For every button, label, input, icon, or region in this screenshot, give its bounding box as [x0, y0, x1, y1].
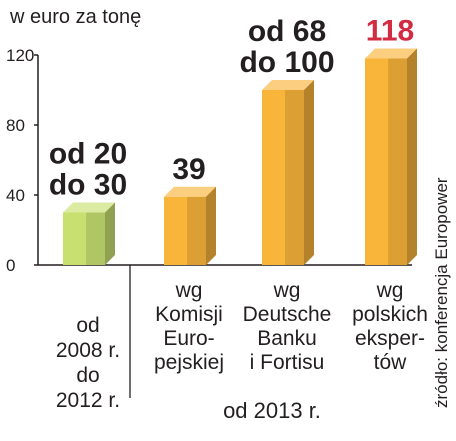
group-label: od 2013 r. — [223, 398, 321, 423]
y-tick-label: 0 — [6, 256, 15, 275]
bar-side — [86, 212, 105, 265]
y-tick-label: 80 — [6, 116, 25, 135]
category-label: tów — [374, 351, 408, 374]
bar-value-label: od 68 — [248, 15, 326, 48]
bar — [63, 202, 115, 265]
bar-side — [388, 58, 407, 265]
category-label: Deutsche — [243, 303, 332, 326]
category-label: eksper- — [355, 327, 425, 350]
category-label: wg — [175, 279, 203, 302]
bar-top — [262, 80, 314, 90]
bar-top — [365, 48, 417, 59]
bar-value-label: do 100 — [239, 46, 334, 79]
bars — [63, 48, 417, 265]
category-label: Euro- — [163, 327, 214, 350]
category-label: Banku — [257, 327, 317, 350]
category-label: do — [76, 364, 99, 387]
category-label: od — [76, 314, 99, 337]
bar — [164, 186, 216, 265]
category-label: Komisji — [155, 303, 223, 326]
bar — [365, 48, 417, 265]
bar-depth — [304, 80, 314, 265]
category-label: 2012 r. — [56, 389, 120, 412]
bar-depth — [407, 48, 417, 265]
bar-side — [187, 196, 206, 265]
bar-value-label: 39 — [172, 153, 205, 186]
y-axis-label: w euro za tonę — [9, 6, 141, 28]
bar-value-label: do 30 — [49, 169, 127, 202]
bar-top — [63, 202, 115, 213]
bar-value-label: 118 — [366, 15, 414, 48]
category-label: i Fortisu — [250, 351, 325, 374]
category-label: wg — [273, 279, 301, 302]
source-note: źródło: konferencja Europower — [432, 177, 451, 408]
y-tick-label: 120 — [6, 46, 34, 65]
category-label: wg — [376, 279, 404, 302]
y-tick-label: 40 — [6, 186, 25, 205]
category-label: 2008 r. — [56, 339, 120, 362]
category-label: polskich — [352, 303, 428, 326]
category-label: pejskiej — [154, 351, 224, 374]
bar-side — [285, 90, 304, 265]
bar — [262, 80, 314, 265]
bar-top — [164, 186, 216, 197]
bar-depth — [206, 186, 216, 265]
bar-depth — [105, 202, 115, 265]
bar-value-label: od 20 — [49, 138, 127, 171]
